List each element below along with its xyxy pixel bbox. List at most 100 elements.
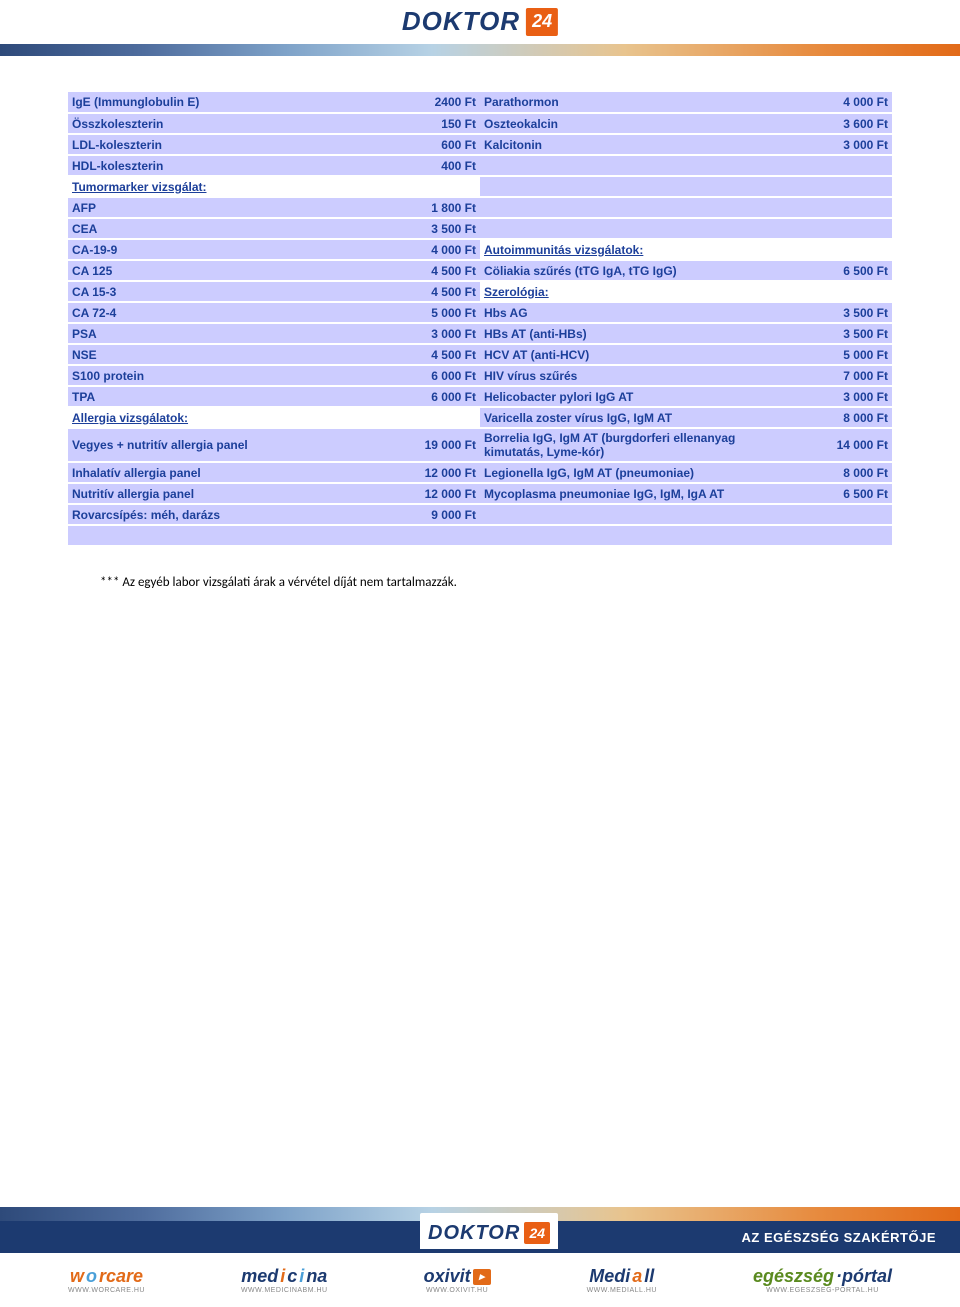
cell-left-price: 600 Ft <box>373 134 480 155</box>
cell-right-price: 3 000 Ft <box>785 134 892 155</box>
cell-left-label: Vegyes + nutritív allergia panel <box>68 428 373 462</box>
header-gradient-bar <box>0 44 960 56</box>
footer-bar: DOKTOR 24 AZ EGÉSZSÉG SZAKÉRTŐJE <box>0 1221 960 1253</box>
cell-left-label: IgE (Immunglobulin E) <box>68 92 373 113</box>
cell-right-price <box>785 525 892 546</box>
cell-right-label: HIV vírus szűrés <box>480 365 785 386</box>
cell-left-price: 12 000 Ft <box>373 462 480 483</box>
footer-logo-text: DOKTOR <box>428 1222 520 1245</box>
table-row: CA 15-34 500 FtSzerológia: <box>68 281 892 302</box>
cell-left-label: S100 protein <box>68 365 373 386</box>
cell-right-label: Autoimmunitás vizsgálatok: <box>480 239 785 260</box>
table-row: LDL-koleszterin600 FtKalcitonin3 000 Ft <box>68 134 892 155</box>
brand-mediall: Mediall WWW.MEDIALL.HU <box>587 1266 657 1294</box>
cell-right-label: Hbs AG <box>480 302 785 323</box>
cell-right-label: Szerológia: <box>480 281 785 302</box>
cell-right-label: Varicella zoster vírus IgG, IgM AT <box>480 407 785 428</box>
cell-right-price: 14 000 Ft <box>785 428 892 462</box>
brand-worcare: worcare WWW.WORCARE.HU <box>68 1266 145 1294</box>
brand-url: WWW.MEDIALL.HU <box>587 1287 657 1294</box>
table-row: Tumormarker vizsgálat: <box>68 176 892 197</box>
table-row: Nutritív allergia panel12 000 FtMycoplas… <box>68 483 892 504</box>
table-row: Összkoleszterin150 FtOszteokalcin3 600 F… <box>68 113 892 134</box>
table-row: CA 72-45 000 FtHbs AG3 500 Ft <box>68 302 892 323</box>
cell-right-price <box>785 176 892 197</box>
brand-url: WWW.WORCARE.HU <box>68 1287 145 1294</box>
cell-left-label: Inhalatív allergia panel <box>68 462 373 483</box>
table-row: IgE (Immunglobulin E)2400 FtParathormon4… <box>68 92 892 113</box>
footer-logo-badge: 24 <box>524 1222 550 1244</box>
footnote-text: *** Az egyéb labor vizsgálati árak a vér… <box>0 547 960 590</box>
cell-right-price: 5 000 Ft <box>785 344 892 365</box>
cell-left-price: 150 Ft <box>373 113 480 134</box>
cell-left-price: 4 500 Ft <box>373 344 480 365</box>
cell-right-price: 8 000 Ft <box>785 407 892 428</box>
cell-right-price <box>785 197 892 218</box>
page-footer: DOKTOR 24 AZ EGÉSZSÉG SZAKÉRTŐJE worcare… <box>0 1207 960 1307</box>
footer-logo: DOKTOR 24 <box>420 1213 558 1249</box>
brand-url: WWW.EGESZSEG-PORTAL.HU <box>766 1287 879 1294</box>
cell-left-label: PSA <box>68 323 373 344</box>
table-row: Allergia vizsgálatok: Varicella zoster ví… <box>68 407 892 428</box>
content-area: IgE (Immunglobulin E)2400 FtParathormon4… <box>0 56 960 547</box>
cell-right-price: 4 000 Ft <box>785 92 892 113</box>
cell-left-label: NSE <box>68 344 373 365</box>
brand-url: WWW.OXIVIT.HU <box>426 1287 488 1294</box>
cell-right-price: 8 000 Ft <box>785 462 892 483</box>
footer-tagline: AZ EGÉSZSÉG SZAKÉRTŐJE <box>742 1230 936 1245</box>
cell-right-label <box>480 197 785 218</box>
cell-left-price <box>373 407 480 428</box>
footer-brands: worcare WWW.WORCARE.HU medicina WWW.MEDI… <box>0 1253 960 1307</box>
cell-left-price <box>373 176 480 197</box>
cell-left-label: CA 15-3 <box>68 281 373 302</box>
cell-right-price: 7 000 Ft <box>785 365 892 386</box>
cell-left-label: LDL-koleszterin <box>68 134 373 155</box>
cell-left-price: 3 500 Ft <box>373 218 480 239</box>
cell-left-price: 6 000 Ft <box>373 365 480 386</box>
cell-right-label: HCV AT (anti-HCV) <box>480 344 785 365</box>
cell-left-label: CA 72-4 <box>68 302 373 323</box>
table-row: HDL-koleszterin400 Ft <box>68 155 892 176</box>
cell-left-label: Allergia vizsgálatok: <box>68 407 373 428</box>
cell-left-price: 5 000 Ft <box>373 302 480 323</box>
cell-right-price <box>785 239 892 260</box>
cell-left-price: 3 000 Ft <box>373 323 480 344</box>
cell-left-label: Rovarcsípés: méh, darázs <box>68 504 373 525</box>
cell-left-price: 400 Ft <box>373 155 480 176</box>
cell-left-label: CA-19-9 <box>68 239 373 260</box>
cell-left-label: Tumormarker vizsgálat: <box>68 176 373 197</box>
cell-right-price: 3 000 Ft <box>785 386 892 407</box>
cell-left-price: 9 000 Ft <box>373 504 480 525</box>
cell-right-label: Borrelia IgG, IgM AT (burgdorferi ellena… <box>480 428 785 462</box>
table-row: CA-19-94 000 FtAutoimmunitás vizsgálatok… <box>68 239 892 260</box>
cell-left-label: TPA <box>68 386 373 407</box>
cell-left-price: 1 800 Ft <box>373 197 480 218</box>
cell-left-label: HDL-koleszterin <box>68 155 373 176</box>
cell-left-price: 2400 Ft <box>373 92 480 113</box>
logo-badge: 24 <box>526 8 558 36</box>
cell-right-price: 6 500 Ft <box>785 260 892 281</box>
cell-left-price <box>373 525 480 546</box>
cell-left-price: 4 500 Ft <box>373 260 480 281</box>
cell-right-label: Mycoplasma pneumoniae IgG, IgM, IgA AT <box>480 483 785 504</box>
cell-left-label <box>68 525 373 546</box>
brand-egeszseg: egészség·pórtal WWW.EGESZSEG-PORTAL.HU <box>753 1266 892 1294</box>
cell-right-label: Oszteokalcin <box>480 113 785 134</box>
table-row: AFP1 800 Ft <box>68 197 892 218</box>
cell-left-price: 19 000 Ft <box>373 428 480 462</box>
cell-right-price: 3 500 Ft <box>785 323 892 344</box>
table-row: Vegyes + nutritív allergia panel19 000 F… <box>68 428 892 462</box>
cell-left-label: Összkoleszterin <box>68 113 373 134</box>
page: DOKTOR 24 IgE (Immunglobulin E)2400 FtPa… <box>0 0 960 1307</box>
cell-right-price <box>785 281 892 302</box>
cell-right-label: HBs AT (anti-HBs) <box>480 323 785 344</box>
cell-right-price <box>785 504 892 525</box>
cell-left-price: 4 500 Ft <box>373 281 480 302</box>
cell-left-price: 4 000 Ft <box>373 239 480 260</box>
cell-right-label <box>480 525 785 546</box>
table-row: CA 1254 500 FtCöliakia szűrés (tTG IgA, … <box>68 260 892 281</box>
cell-right-label <box>480 218 785 239</box>
brand-url: WWW.MEDICINABM.HU <box>241 1287 328 1294</box>
price-table: IgE (Immunglobulin E)2400 FtParathormon4… <box>68 92 892 547</box>
cell-right-price: 3 600 Ft <box>785 113 892 134</box>
